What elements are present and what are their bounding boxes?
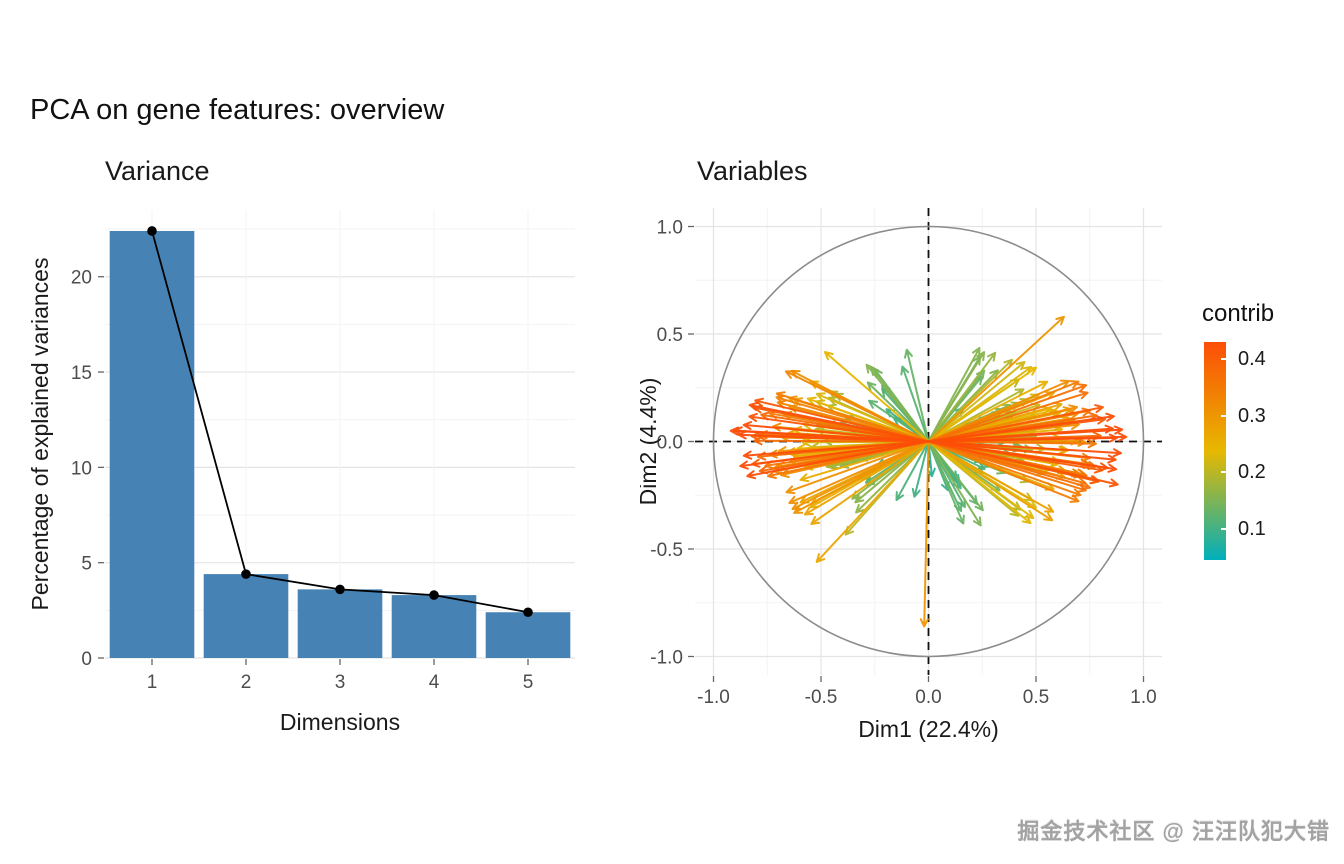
legend-tick-label: 0.4 [1238,347,1266,370]
svg-text:-0.5: -0.5 [650,540,683,561]
svg-text:Percentage of explained varian: Percentage of explained variances [30,258,53,611]
svg-text:5: 5 [523,672,534,693]
svg-text:1.0: 1.0 [657,218,683,239]
legend-tick-mark [1221,357,1226,360]
svg-text:0.5: 0.5 [1023,687,1049,708]
scree-point [147,226,157,236]
svg-text:15: 15 [71,363,92,384]
svg-text:-0.5: -0.5 [805,687,838,708]
legend-title: contrib [1202,300,1275,327]
scree-plot: 0 5 10 15 20 1 2 3 4 5 Dimensions Percentage of exp… [30,210,575,735]
svg-text:-1.0: -1.0 [697,687,730,708]
scree-point [429,590,439,600]
svg-text:0.0: 0.0 [657,433,683,454]
legend-tick-label: 0.3 [1238,404,1266,427]
svg-text:0.5: 0.5 [657,325,683,346]
unit-circle [712,225,1145,658]
svg-text:4: 4 [429,672,440,693]
svg-text:0: 0 [81,649,92,670]
contrib-legend: contrib 0.4 0.3 0.2 0.1 [1202,300,1328,560]
scree-point [335,584,345,595]
svg-text:Dim2 (4.4%): Dim2 (4.4%) [640,378,661,506]
legend-tick-label: 0.2 [1238,461,1266,484]
scree-point [523,607,533,618]
legend-gradient-bar [1204,342,1226,560]
svg-text:5: 5 [81,554,92,575]
svg-text:-1.0: -1.0 [650,648,683,669]
legend-tick-mark [1221,527,1226,530]
svg-text:1: 1 [147,672,158,693]
page-title: PCA on gene features: overview [30,94,445,126]
scree-bars [109,230,571,658]
svg-text:10: 10 [71,458,92,479]
legend-tick-mark [1221,471,1226,474]
svg-text:0.0: 0.0 [915,687,941,708]
watermark: 掘金技术社区 @ 汪汪队犯大错 [1017,819,1330,844]
svg-text:20: 20 [71,268,92,289]
variance-panel-title: Variance [105,156,210,186]
variables-correlation-plot: -1.0 -0.5 0.0 0.5 1.0 -1.0 -0.5 0.0 0.5 1.0 Dim1 (… [640,208,1162,742]
legend-body: 0.4 0.3 0.2 0.1 [1202,342,1328,560]
scree-point [241,569,251,579]
legend-labels: 0.4 0.3 0.2 0.1 [1202,342,1328,560]
svg-text:Dim1 (22.4%): Dim1 (22.4%) [858,716,999,742]
variable-arrows [729,315,1128,628]
svg-text:2: 2 [241,672,252,693]
legend-tick-mark [1221,414,1226,417]
variables-panel-title: Variables [697,156,808,186]
legend-tick-label: 0.1 [1238,517,1266,540]
svg-text:Dimensions: Dimensions [280,709,400,735]
svg-text:1.0: 1.0 [1130,687,1156,708]
svg-text:3: 3 [335,672,346,693]
